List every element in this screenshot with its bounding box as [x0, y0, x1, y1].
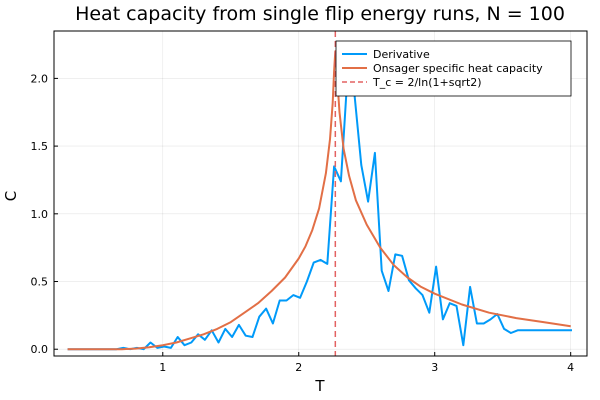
y-tick-label: 1.0: [31, 208, 49, 221]
y-tick-label: 0.0: [31, 343, 49, 356]
plot-area: [67, 31, 572, 356]
axis-ticks: 1 2 3 4 0.0 0.5 1.0 1.5 2.0: [31, 72, 575, 374]
x-tick-label: 2: [295, 361, 302, 374]
plot-frame: [53, 30, 588, 357]
x-tick-label: 4: [567, 361, 574, 374]
legend: Derivative Onsager specific heat capacit…: [335, 40, 572, 97]
x-tick-label: 1: [159, 361, 166, 374]
y-tick-label: 2.0: [31, 72, 49, 85]
x-axis-label: T: [314, 377, 325, 395]
y-tick-label: 1.5: [31, 140, 49, 153]
legend-label-derivative: Derivative: [373, 48, 430, 61]
legend-label-tc: T_c = 2/ln(1+sqrt2): [372, 76, 482, 89]
onsager-series-line: [67, 50, 571, 351]
y-tick-label: 0.5: [31, 276, 49, 289]
derivative-series-line: [67, 70, 572, 351]
y-axis-label: C: [2, 191, 20, 201]
legend-box: [335, 40, 572, 97]
x-tick-label: 3: [431, 361, 438, 374]
legend-label-onsager: Onsager specific heat capacity: [373, 62, 543, 75]
chart-title: Heat capacity from single flip energy ru…: [75, 3, 565, 25]
